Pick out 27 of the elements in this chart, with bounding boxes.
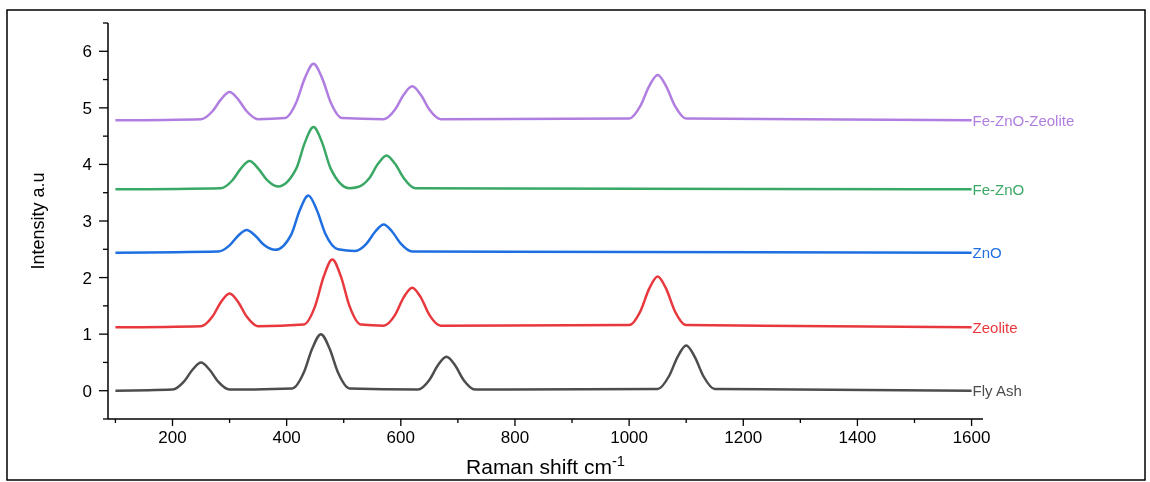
- series-label: ZnO: [972, 243, 1002, 261]
- series-label: Fly Ash: [972, 381, 1022, 399]
- y-axis-title: Intensity a.u: [28, 172, 48, 270]
- line-series: [114, 125, 973, 191]
- series-label: Fe-ZnO-Zeolite: [972, 111, 1075, 129]
- line-series: [114, 194, 973, 254]
- line-series: [114, 332, 973, 392]
- y-tick-label: 0: [82, 381, 92, 401]
- line-series: [114, 258, 973, 329]
- y-tick-label: 4: [82, 155, 92, 175]
- series-label: Zeolite: [972, 318, 1018, 336]
- x-tick-label: 600: [386, 428, 415, 447]
- x-tick-label: 1600: [952, 428, 991, 447]
- x-axis-title: Raman shift cm$^{-1}$: [466, 453, 625, 478]
- x-tick-label: 400: [272, 428, 301, 447]
- x-tick-label: 1200: [724, 428, 763, 447]
- x-tick-label: 800: [500, 428, 530, 447]
- y-tick-label: 3: [82, 211, 92, 231]
- y-tick-label: 6: [82, 42, 92, 62]
- line-series: [114, 62, 973, 122]
- x-tick-label: 200: [158, 428, 187, 447]
- x-tick-label: 1000: [610, 428, 649, 447]
- y-tick-label: 5: [82, 98, 92, 118]
- series-label: Fe-ZnO: [972, 180, 1025, 198]
- y-tick-label: 1: [82, 325, 92, 345]
- x-tick-label: 1400: [838, 428, 877, 447]
- y-tick-label: 2: [82, 268, 92, 288]
